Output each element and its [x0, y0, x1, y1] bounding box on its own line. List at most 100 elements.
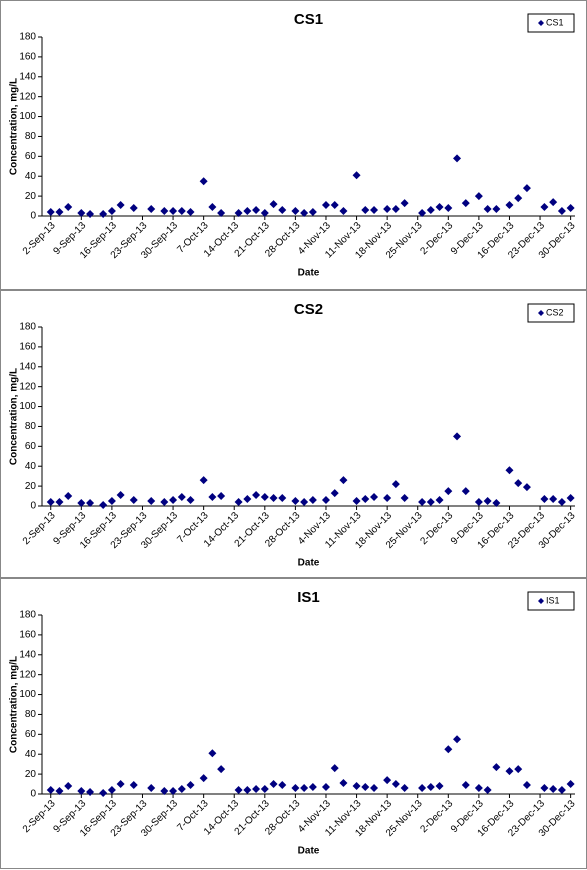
y-tick-label: 100 [19, 689, 36, 700]
data-point [370, 493, 379, 502]
y-tick-label: 120 [19, 381, 36, 392]
data-point [186, 208, 195, 217]
x-axis-title: Date [298, 846, 320, 857]
data-point [453, 432, 462, 441]
data-point [55, 787, 64, 796]
chart-title: CS1 [294, 11, 323, 28]
data-point [260, 493, 269, 502]
data-point [55, 208, 64, 217]
data-point [418, 498, 427, 507]
data-point [391, 480, 400, 489]
data-point [300, 498, 309, 507]
data-point [549, 785, 558, 794]
data-point [147, 497, 156, 506]
data-point [483, 786, 492, 795]
data-point [77, 499, 86, 508]
data-point [444, 745, 453, 754]
data-point [269, 494, 278, 503]
data-point [383, 494, 392, 503]
y-tick-label: 120 [19, 91, 36, 102]
data-point [177, 493, 186, 502]
data-point [435, 782, 444, 791]
chart-panel: IS1 Date Concentration, mg/L 0 20 40 60 80 100 12… [0, 578, 587, 869]
data-point [208, 749, 217, 758]
y-tick-label: 80 [25, 421, 37, 432]
data-point [566, 204, 575, 213]
data-point [461, 487, 470, 496]
data-point [453, 154, 462, 163]
data-point [549, 198, 558, 207]
data-point [46, 498, 55, 507]
data-point [291, 497, 300, 506]
data-point [461, 199, 470, 208]
data-point [116, 201, 125, 210]
data-point [400, 784, 409, 793]
data-point [217, 492, 226, 501]
data-point [383, 776, 392, 785]
y-axis-title: Concentration, mg/L [9, 368, 20, 465]
data-point [234, 209, 243, 218]
data-point [566, 494, 575, 503]
legend-marker [538, 598, 544, 604]
data-point [300, 784, 309, 793]
data-point [426, 206, 435, 215]
legend-label: IS1 [546, 595, 560, 605]
data-point [321, 783, 330, 792]
y-tick-label: 40 [25, 749, 37, 760]
data-point [426, 783, 435, 792]
x-axis-title: Date [298, 558, 320, 569]
data-point [308, 208, 317, 217]
legend-marker [538, 310, 544, 316]
data-point [352, 782, 361, 791]
data-point [418, 784, 427, 793]
data-point [505, 767, 514, 776]
data-point [453, 735, 462, 744]
data-point [243, 786, 252, 795]
data-point [169, 496, 178, 505]
data-point [400, 199, 409, 208]
data-point [129, 204, 138, 213]
y-axis-title: Concentration, mg/L [9, 656, 20, 753]
data-point [86, 788, 95, 797]
data-point [99, 501, 108, 510]
chart-panel: CS2 Date Concentration, mg/L 0 20 40 60 80 100 12… [0, 290, 587, 578]
data-point [330, 764, 339, 773]
data-point [217, 765, 226, 774]
data-point [557, 786, 566, 795]
data-point [77, 209, 86, 218]
data-point [260, 209, 269, 218]
data-point [86, 499, 95, 508]
data-point [278, 781, 287, 790]
data-point [391, 780, 400, 789]
data-point [308, 783, 317, 792]
data-point [260, 785, 269, 794]
y-tick-label: 120 [19, 669, 36, 680]
chart-title: CS2 [294, 301, 323, 318]
data-point [474, 192, 483, 201]
data-point [321, 201, 330, 210]
data-point [522, 781, 531, 790]
data-point [435, 203, 444, 212]
data-point [199, 774, 208, 783]
data-point [492, 763, 501, 772]
data-point [243, 207, 252, 216]
y-tick-label: 40 [25, 461, 37, 472]
data-point [418, 209, 427, 218]
data-point [435, 496, 444, 505]
data-point [64, 782, 73, 791]
y-tick-label: 100 [19, 401, 36, 412]
data-point [129, 781, 138, 790]
data-point [64, 492, 73, 501]
data-point [55, 498, 64, 507]
data-point [557, 498, 566, 507]
data-point [252, 206, 261, 215]
legend-box [527, 591, 575, 611]
data-point [330, 201, 339, 210]
y-tick-label: 40 [25, 171, 37, 182]
data-point [160, 207, 169, 216]
chart-panel: CS1 Date Concentration, mg/L 0 20 40 60 80 100 12… [0, 0, 587, 290]
data-point [252, 491, 261, 500]
data-point [308, 496, 317, 505]
data-point [400, 494, 409, 503]
